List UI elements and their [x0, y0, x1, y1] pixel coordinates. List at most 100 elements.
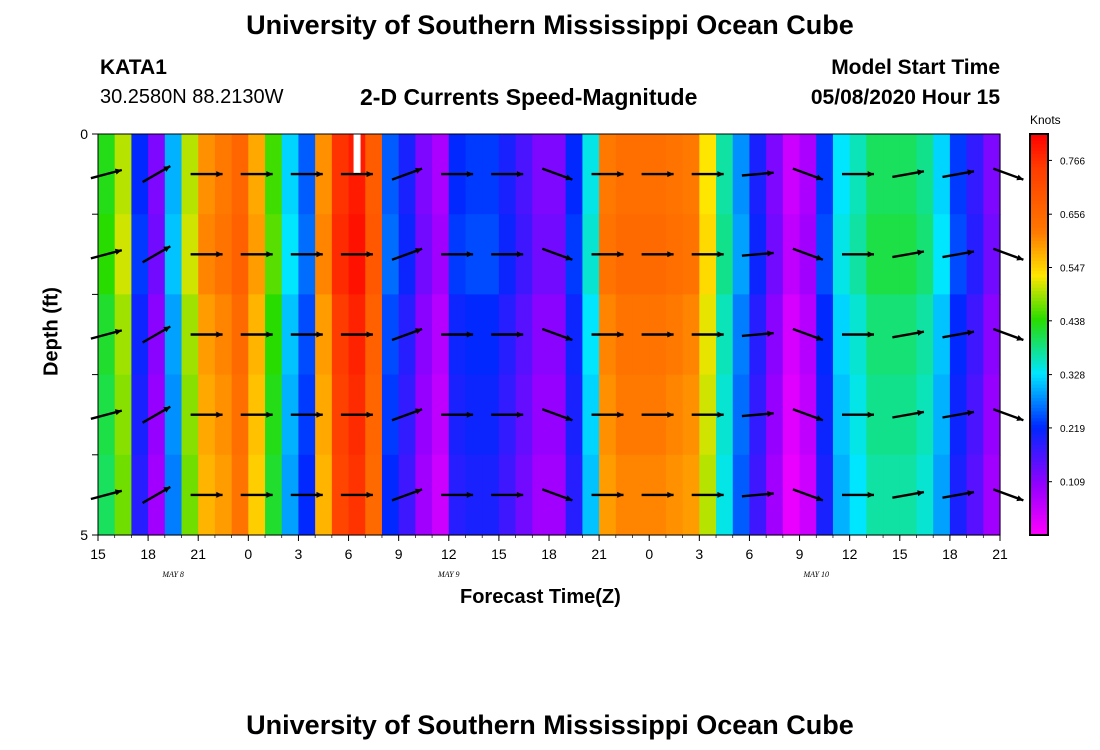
current-vector-head [216, 491, 223, 498]
heatmap-cell [816, 294, 834, 376]
colorbar-segment [1030, 254, 1048, 259]
colorbar-segment [1030, 247, 1048, 252]
current-vector-head [216, 411, 223, 418]
colorbar-segment [1030, 354, 1048, 359]
x-tick-label: 18 [140, 546, 156, 562]
current-vector-head [867, 411, 874, 418]
colorbar-segment [1030, 351, 1048, 356]
x-tick-label: 0 [244, 546, 252, 562]
current-vector-head [1016, 415, 1024, 421]
heatmap-cell [482, 294, 500, 376]
heatmap-cell [482, 214, 500, 295]
colorbar-segment [1030, 237, 1048, 242]
heatmap-cell [816, 134, 834, 215]
colorbar-segment [1030, 281, 1048, 285]
current-vector-head [266, 411, 273, 418]
chart-title: 2-D Currents Speed-Magnitude [360, 84, 698, 110]
colorbar-segment [1030, 244, 1048, 249]
heatmap-cell [482, 134, 500, 215]
current-vector-head [316, 331, 323, 338]
colorbar-segment [1030, 471, 1048, 476]
current-vector-head [1016, 495, 1024, 502]
current-vector-head [114, 489, 122, 496]
colorbar-segment [1030, 220, 1048, 225]
heatmap-cell [682, 214, 700, 295]
colorbar-segment [1030, 491, 1048, 496]
heatmap-cell [732, 294, 751, 376]
heatmap-cell [866, 454, 884, 536]
heatmap-cell [515, 454, 533, 536]
colorbar-segment [1030, 411, 1048, 416]
heatmap-cell [181, 214, 199, 295]
heatmap-cell [465, 134, 483, 215]
colorbar-segment [1030, 381, 1048, 386]
current-vector-head [366, 411, 373, 418]
colorbar-segment [1030, 367, 1048, 372]
colorbar-frame [1029, 133, 1049, 536]
colorbar-segment [1030, 324, 1048, 329]
heatmap-cell [966, 374, 984, 456]
heatmap-cell [916, 134, 934, 215]
heatmap-cell [515, 294, 533, 376]
colorbar-segment [1030, 194, 1048, 199]
heatmap-cell [432, 294, 450, 376]
heatmap-cell [565, 214, 583, 295]
colorbar-segment [1030, 414, 1048, 419]
heatmap-cell [465, 454, 483, 536]
colorbar-segment [1030, 511, 1048, 516]
colorbar-tick-label: 0.766 [1060, 156, 1085, 167]
heatmap-cell [983, 454, 1001, 536]
current-vector-head [816, 174, 823, 181]
colorbar-segment [1030, 371, 1048, 376]
heatmap-cell [432, 134, 450, 215]
current-vector-head [667, 411, 674, 418]
heatmap-cell [281, 134, 300, 215]
current-vector-head [415, 248, 423, 254]
heatmap-cell [632, 214, 650, 295]
current-vector-head [114, 248, 122, 255]
heatmap-cell [615, 374, 634, 456]
colorbar-segment [1030, 424, 1048, 429]
current-vector-head [767, 410, 774, 417]
current-vector-head [316, 251, 323, 258]
colorbar-segment [1030, 504, 1048, 509]
heatmap-cell [933, 214, 951, 295]
heatmap-cell [331, 214, 350, 295]
surface-marker [353, 134, 361, 174]
heatmap-cell [265, 134, 283, 215]
heatmap-cell [381, 454, 400, 536]
current-vector-head [565, 254, 573, 261]
current-vector-head [667, 331, 674, 338]
colorbar-segment [1030, 177, 1048, 182]
heatmap-cell [315, 374, 333, 456]
heatmap-cell [214, 454, 233, 536]
current-vector-head [917, 490, 924, 497]
colorbar-segment [1030, 284, 1048, 289]
heatmap-cell [766, 374, 784, 456]
current-vector-head [717, 251, 724, 258]
day-label: MAY 10 [802, 570, 829, 579]
heatmap-cell [381, 294, 400, 376]
colorbar-segment [1030, 160, 1048, 165]
day-label: MAY 9 [437, 570, 460, 579]
colorbar-segment [1030, 468, 1048, 473]
colorbar-segment [1030, 271, 1048, 275]
heatmap-cell [582, 294, 600, 376]
colorbar-tick-label: 0.438 [1060, 317, 1085, 328]
heatmap-cell [131, 454, 149, 536]
heatmap-cell [716, 294, 734, 376]
current-vector-head [366, 171, 373, 178]
heatmap-cell [315, 454, 333, 536]
colorbar-segment [1030, 287, 1048, 292]
current-vector-head [917, 169, 924, 176]
colorbar-segment [1030, 408, 1048, 412]
heatmap-cell [315, 134, 333, 215]
heatmap-cell [665, 374, 684, 456]
colorbar-segment [1030, 441, 1048, 446]
current-vector-head [816, 495, 823, 502]
current-vector-head [967, 169, 974, 176]
x-tick-label: 12 [441, 546, 457, 562]
current-vector-head [216, 251, 223, 258]
heatmap-cell [966, 294, 984, 376]
colorbar-tick-label: 0.547 [1060, 264, 1085, 275]
